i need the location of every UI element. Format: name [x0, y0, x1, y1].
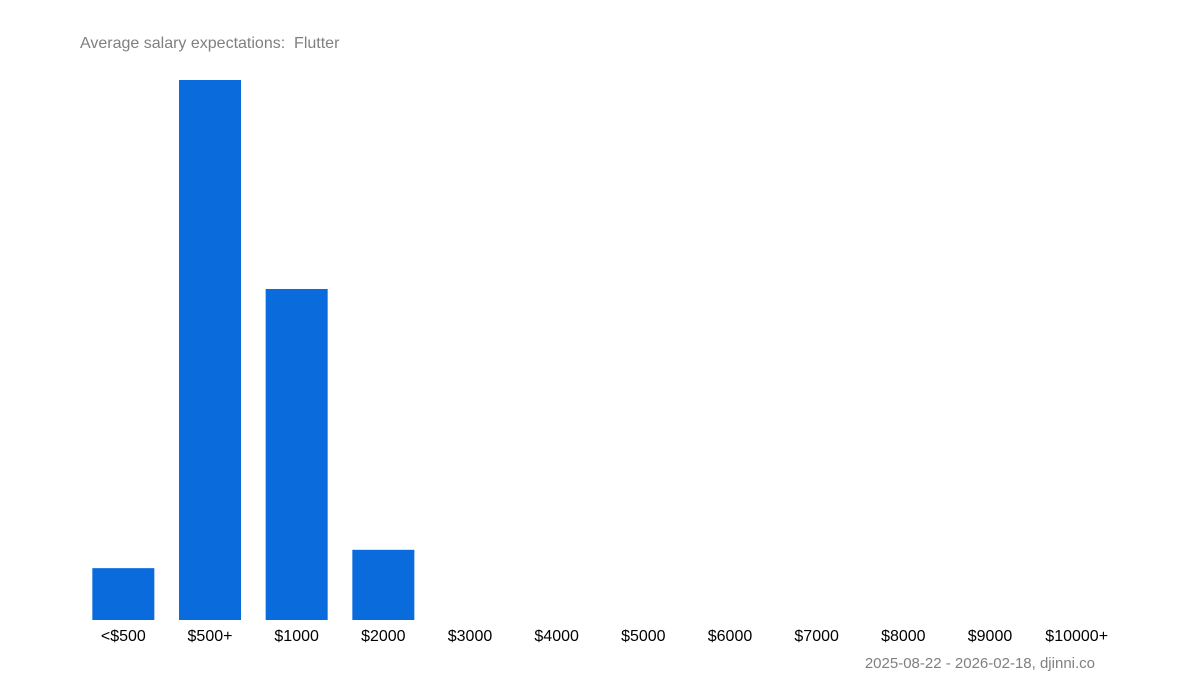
x-tick-label: $5000 — [621, 628, 666, 645]
source-note: 2025-08-22 - 2026-02-18, djinni.co — [865, 655, 1095, 672]
x-tick-label: $10000+ — [1045, 628, 1108, 645]
bar — [352, 549, 415, 620]
chart-title: Average salary expectations: Flutter — [80, 35, 340, 52]
x-tick-label: $4000 — [534, 628, 579, 645]
x-tick-label: <$500 — [101, 628, 146, 645]
x-tick-label: $7000 — [794, 628, 839, 645]
x-tick-label: $6000 — [708, 628, 753, 645]
bar — [92, 568, 155, 620]
x-tick-label: $1000 — [274, 628, 319, 645]
x-tick-label: $3000 — [448, 628, 493, 645]
x-tick-label: $500+ — [188, 628, 233, 645]
x-tick-label: $2000 — [361, 628, 406, 645]
x-tick-label: $9000 — [968, 628, 1013, 645]
bar — [265, 288, 328, 620]
bar — [179, 80, 241, 620]
x-tick-label: $8000 — [881, 628, 926, 645]
